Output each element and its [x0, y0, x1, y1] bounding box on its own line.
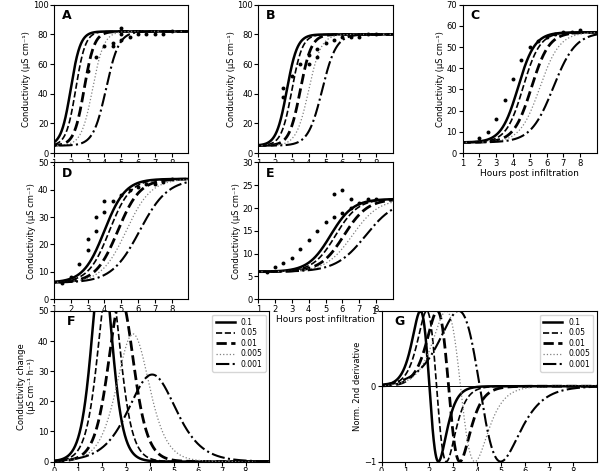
Point	[270, 263, 280, 271]
Point	[91, 213, 101, 221]
Point	[508, 75, 518, 83]
Point	[329, 191, 339, 198]
Point	[295, 60, 305, 68]
Point	[304, 60, 313, 68]
Y-axis label: Conductivity change
(µS cm⁻¹ h⁻¹): Conductivity change (µS cm⁻¹ h⁻¹)	[17, 343, 37, 430]
Point	[262, 268, 271, 276]
Y-axis label: Conductivity (µS cm⁻¹): Conductivity (µS cm⁻¹)	[232, 183, 241, 279]
Point	[329, 213, 339, 221]
Y-axis label: Conductivity (µS cm⁻¹): Conductivity (µS cm⁻¹)	[28, 183, 37, 279]
Point	[116, 192, 126, 199]
Point	[91, 227, 101, 235]
Point	[567, 29, 577, 36]
Point	[83, 235, 92, 243]
X-axis label: Hours post infiltration: Hours post infiltration	[481, 169, 579, 178]
Point	[525, 43, 535, 51]
Point	[278, 93, 288, 100]
Point	[483, 128, 493, 136]
Text: E: E	[266, 167, 275, 179]
Point	[329, 37, 339, 44]
Point	[278, 259, 288, 267]
X-axis label: Hours post infiltration: Hours post infiltration	[72, 169, 170, 178]
Point	[125, 186, 134, 194]
Point	[304, 51, 313, 59]
Point	[91, 53, 101, 60]
Text: B: B	[266, 9, 276, 22]
Point	[550, 31, 560, 38]
Point	[338, 33, 347, 41]
Point	[346, 33, 356, 41]
Point	[150, 180, 160, 188]
Y-axis label: Conductivity (µS cm⁻¹): Conductivity (µS cm⁻¹)	[22, 31, 31, 127]
Point	[363, 195, 373, 203]
Point	[108, 40, 118, 47]
Point	[312, 227, 322, 235]
Point	[338, 186, 347, 194]
Point	[533, 37, 543, 44]
Point	[575, 26, 585, 34]
Point	[295, 245, 305, 253]
Point	[116, 31, 126, 38]
Text: G: G	[394, 316, 405, 328]
Point	[312, 45, 322, 53]
Point	[346, 195, 356, 203]
Point	[491, 115, 501, 123]
Point	[287, 254, 296, 262]
Point	[355, 200, 364, 207]
Point	[167, 28, 176, 35]
Point	[371, 31, 381, 38]
Point	[475, 135, 484, 142]
Point	[304, 236, 313, 244]
Point	[133, 183, 143, 191]
X-axis label: Hours post infiltration: Hours post infiltration	[72, 315, 170, 324]
Point	[100, 208, 109, 215]
Text: D: D	[62, 167, 73, 179]
Point	[320, 218, 330, 226]
Point	[108, 197, 118, 204]
Legend: 0.1, 0.05, 0.01, 0.005, 0.001: 0.1, 0.05, 0.01, 0.005, 0.001	[212, 315, 266, 372]
Point	[278, 84, 288, 91]
Point	[116, 37, 126, 44]
Text: A: A	[62, 9, 71, 22]
Point	[150, 31, 160, 38]
Point	[83, 68, 92, 75]
Point	[74, 260, 84, 268]
Y-axis label: Conductivity (µS cm⁻¹): Conductivity (µS cm⁻¹)	[227, 31, 236, 127]
Point	[158, 178, 168, 186]
X-axis label: Hours post infiltration: Hours post infiltration	[276, 169, 375, 178]
Point	[167, 175, 176, 183]
Point	[312, 53, 322, 60]
Point	[108, 42, 118, 50]
Point	[100, 197, 109, 204]
Point	[83, 246, 92, 254]
Point	[559, 29, 568, 36]
Point	[517, 56, 526, 64]
Point	[355, 33, 364, 41]
Point	[542, 33, 551, 41]
Y-axis label: Norm. 2nd derivative: Norm. 2nd derivative	[353, 341, 362, 431]
Text: F: F	[67, 316, 76, 328]
Point	[58, 279, 67, 286]
Point	[320, 40, 330, 47]
Point	[158, 31, 168, 38]
Point	[125, 33, 134, 41]
Point	[338, 209, 347, 216]
Point	[116, 24, 126, 32]
Point	[133, 31, 143, 38]
Y-axis label: Conductivity (µS cm⁻¹): Conductivity (µS cm⁻¹)	[436, 31, 445, 127]
Point	[100, 42, 109, 50]
Point	[500, 96, 509, 104]
Legend: 0.1, 0.05, 0.01, 0.005, 0.001: 0.1, 0.05, 0.01, 0.005, 0.001	[540, 315, 593, 372]
Point	[363, 31, 373, 38]
X-axis label: Hours post infiltration: Hours post infiltration	[276, 315, 375, 324]
Point	[371, 195, 381, 203]
Text: C: C	[470, 9, 480, 22]
Point	[142, 180, 151, 188]
Point	[66, 274, 76, 281]
Point	[142, 31, 151, 38]
Point	[287, 72, 296, 80]
Point	[346, 204, 356, 212]
